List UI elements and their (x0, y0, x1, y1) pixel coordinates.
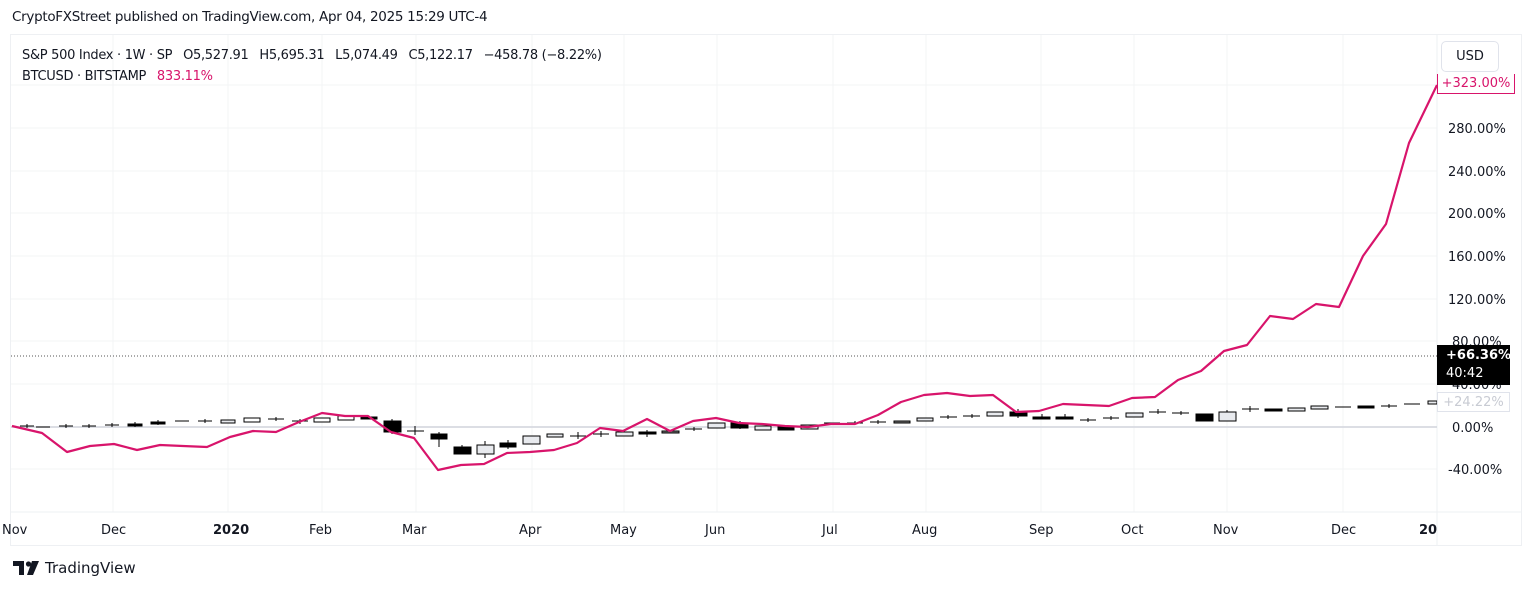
compare-value: 833.11% (156, 69, 213, 84)
svg-text:Jul: Jul (821, 523, 838, 538)
svg-text:Jun: Jun (704, 523, 725, 538)
chart-legend: S&P 500 Index · 1W · SP O5,527.91 H5,695… (22, 45, 602, 87)
ohlc-open: O5,527.91 (183, 48, 249, 63)
svg-text:2020: 2020 (213, 523, 249, 538)
svg-text:Nov: Nov (2, 523, 28, 538)
legend-compare-series[interactable]: BTCUSD · BITSTAMP 833.11% (22, 66, 602, 87)
ohlc-change: −458.78 (−8.22%) (483, 48, 602, 63)
crosshair-time: 40:42 (1446, 366, 1484, 381)
compare-symbol: BTCUSD · BITSTAMP (22, 69, 147, 84)
btc-last-price-label: +323.00% (1437, 74, 1515, 94)
crosshair-price-label: +66.36% 40:42 (1437, 345, 1512, 385)
ohlc-low: L5,074.49 (335, 48, 398, 63)
legend-main-series[interactable]: S&P 500 Index · 1W · SP O5,527.91 H5,695… (22, 45, 602, 66)
svg-text:Apr: Apr (519, 523, 542, 538)
svg-text:240.00%: 240.00% (1448, 165, 1506, 180)
spx-last-price-label: +24.22% (1437, 392, 1510, 412)
svg-text:Nov: Nov (1213, 523, 1239, 538)
ohlc-high: H5,695.31 (259, 48, 325, 63)
svg-text:0.00%: 0.00% (1452, 421, 1493, 436)
svg-text:Dec: Dec (101, 523, 126, 538)
tradingview-brand[interactable]: TradingView (13, 559, 136, 577)
svg-text:May: May (610, 523, 637, 538)
svg-text:20: 20 (1419, 523, 1437, 538)
grid-lines (11, 35, 1437, 512)
svg-text:Dec: Dec (1331, 523, 1356, 538)
main-symbol: S&P 500 Index · 1W · SP (22, 48, 173, 63)
time-axis[interactable]: Nov Dec 2020 Feb Mar Apr May Jun Jul Aug… (2, 523, 1437, 538)
svg-text:200.00%: 200.00% (1448, 207, 1506, 222)
currency-button[interactable]: USD (1441, 41, 1499, 72)
svg-text:280.00%: 280.00% (1448, 122, 1506, 137)
chart-frame (10, 34, 1522, 546)
ohlc-close: C5,122.17 (408, 48, 473, 63)
spx-candles (20, 400, 1438, 458)
svg-text:120.00%: 120.00% (1448, 293, 1506, 308)
tradingview-logo-text: TradingView (45, 559, 136, 577)
crosshair-value: +66.36% (1446, 348, 1512, 363)
price-axis[interactable]: 280.00% 240.00% 200.00% 160.00% 120.00% … (1448, 122, 1506, 478)
svg-text:160.00%: 160.00% (1448, 250, 1506, 265)
svg-text:Aug: Aug (912, 523, 937, 538)
btc-line (11, 84, 1438, 472)
svg-text:Sep: Sep (1029, 523, 1054, 538)
svg-text:-40.00%: -40.00% (1448, 463, 1502, 478)
svg-text:Mar: Mar (402, 523, 427, 538)
publisher-line: CryptoFXStreet published on TradingView.… (12, 9, 488, 25)
svg-text:Oct: Oct (1121, 523, 1143, 538)
tradingview-logo-icon (13, 561, 39, 575)
svg-text:Feb: Feb (309, 523, 332, 538)
